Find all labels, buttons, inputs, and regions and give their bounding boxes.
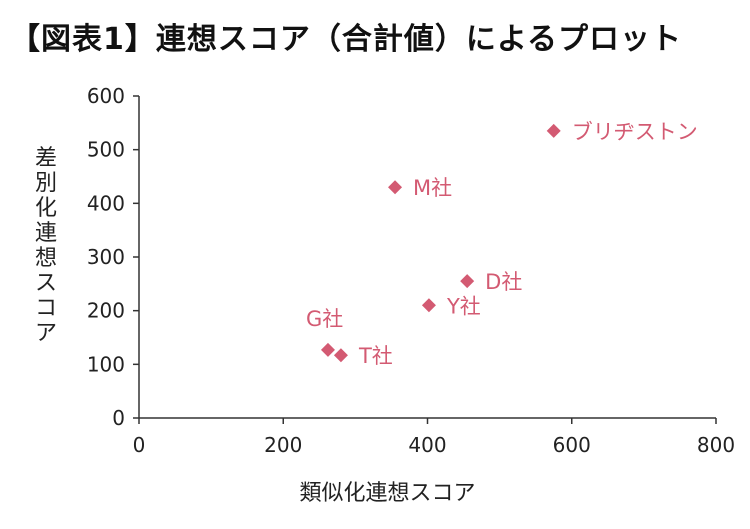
y-axis-title-char: 差 — [35, 146, 57, 171]
y-axis-title-char: ア — [35, 321, 57, 346]
data-point-label: ブリヂストン — [572, 120, 698, 144]
chart-title: 【図表1】連想スコア（合計値）によるプロット — [10, 22, 682, 57]
y-tick-label: 0 — [112, 406, 125, 430]
y-tick-label: 600 — [87, 84, 125, 108]
y-axis-title-char: 化 — [35, 196, 57, 221]
data-point-marker — [388, 180, 403, 195]
x-tick-label: 600 — [553, 433, 591, 457]
data-point-marker — [460, 274, 475, 289]
data-point-marker — [320, 342, 335, 357]
data-point-label: Y社 — [446, 294, 481, 318]
x-axis-title: 類似化連想スコア — [299, 481, 475, 506]
data-point-marker — [546, 123, 561, 138]
x-ticks: 0 200 400 600 800 — [133, 418, 735, 457]
y-axis-title-char: ス — [35, 271, 57, 296]
x-tick-label: 0 — [133, 433, 146, 457]
y-tick-label: 100 — [87, 352, 125, 376]
y-axis-title-char: 別 — [35, 171, 57, 196]
y-axis-title-char: 連 — [35, 221, 57, 246]
y-tick-label: 500 — [87, 138, 125, 162]
x-tick-label: 200 — [264, 433, 302, 457]
data-point-label: M社 — [413, 176, 452, 200]
y-axis-title-char: コ — [35, 296, 57, 321]
y-tick-label: 400 — [87, 191, 125, 215]
data-point-label: G社 — [306, 307, 343, 331]
data-point-label: D社 — [485, 270, 522, 294]
axes — [138, 96, 716, 419]
data-point-label: T社 — [358, 344, 393, 368]
y-axis-title-char: 想 — [35, 246, 57, 271]
y-tick-label: 200 — [87, 299, 125, 323]
data-point-marker — [421, 298, 436, 313]
y-ticks: 0 100 200 300 400 500 600 — [87, 84, 139, 430]
x-tick-label: 800 — [697, 433, 735, 457]
y-tick-label: 300 — [87, 245, 125, 269]
x-tick-label: 400 — [408, 433, 446, 457]
data-point-marker — [333, 348, 348, 363]
